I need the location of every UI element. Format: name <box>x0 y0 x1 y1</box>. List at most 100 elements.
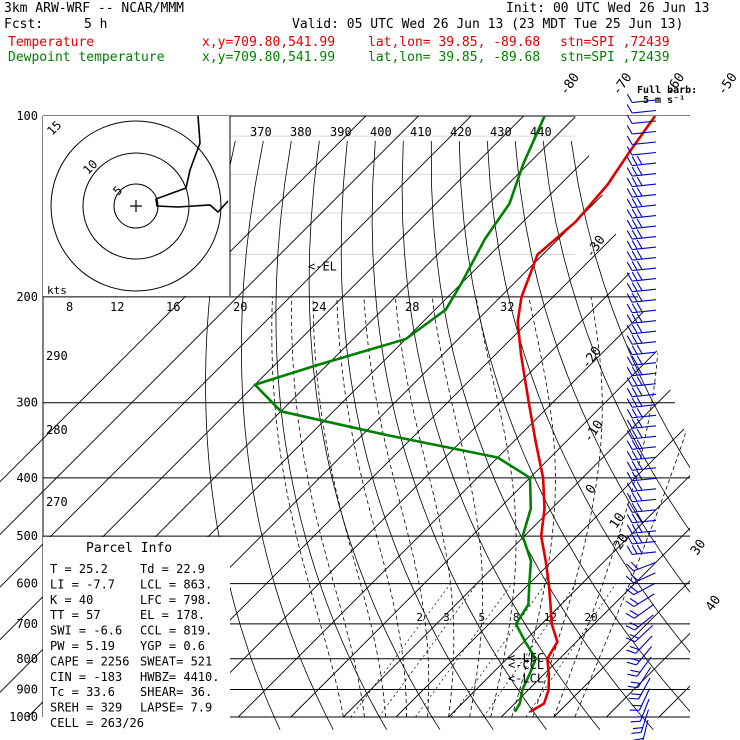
pressure-label-200: 200 <box>16 290 38 304</box>
wind-barb-flag <box>631 418 638 429</box>
wind-barb-flag <box>631 187 638 197</box>
wind-barb-staff <box>632 393 657 398</box>
wind-barb-flag <box>636 481 643 491</box>
wind-barb-flag <box>633 737 644 740</box>
wind-barb-staff <box>632 236 657 240</box>
wind-barb-staff <box>632 204 657 209</box>
wind-barb-flag <box>626 430 633 440</box>
wind-barb <box>626 481 657 492</box>
wind-barb-flag <box>636 376 643 386</box>
wind-barb-staff <box>632 351 657 356</box>
wind-barb-flag <box>626 493 633 503</box>
wind-barb-flag <box>626 377 633 387</box>
wind-barb-staff <box>632 414 657 419</box>
wind-barb-flag <box>636 523 643 533</box>
wind-barb-flag <box>636 155 643 165</box>
wind-barb-flag <box>636 460 643 470</box>
wind-barb-staff <box>632 257 657 261</box>
wind-barb-flag <box>631 177 638 187</box>
wind-barb-flag <box>631 481 638 492</box>
wind-barb <box>626 313 657 324</box>
wind-barb-flag <box>631 366 638 376</box>
forecast-hours: 5 h <box>84 17 108 32</box>
wind-barb-flag <box>636 491 643 502</box>
wind-barb-flag <box>631 502 638 513</box>
dry-adiabat <box>430 140 654 730</box>
wind-barb-flag <box>626 545 633 555</box>
theta-label: 400 <box>370 125 392 139</box>
parcel-value-right: SWEAT= 521 <box>140 654 212 668</box>
wind-barb-staff <box>632 130 657 135</box>
wind-barb-staff <box>635 635 653 654</box>
parcel-value-left: PW = 5.19 <box>50 639 115 653</box>
full-barb-units: 5 m s⁻¹ <box>643 95 685 106</box>
wind-barb-flag <box>631 376 638 386</box>
isotherm-label: 10 <box>607 510 628 531</box>
hodograph-kts-label: kts <box>47 284 67 297</box>
wind-barb <box>626 407 657 419</box>
wind-barb-flag <box>636 512 643 523</box>
mixing-ratio-label: 5 <box>479 611 486 624</box>
wind-barb-flag <box>631 387 638 397</box>
wind-barb-flag <box>636 271 643 281</box>
wind-barb-flag <box>636 197 643 207</box>
dry-adiabat <box>401 140 601 730</box>
temperature-station: stn=SPI ,72439 <box>560 35 670 50</box>
isotherm <box>290 317 690 718</box>
wind-barb-flag <box>626 649 636 654</box>
wind-barb-flag <box>631 429 638 439</box>
wind-barb-flag <box>636 439 643 449</box>
hodograph-ring <box>50 120 222 292</box>
wind-barb <box>626 250 657 261</box>
dewpoint-profile <box>253 115 546 713</box>
wind-barb-flag <box>626 387 633 397</box>
mixing-ratio-lines <box>350 583 617 718</box>
valid-time: Valid: 05 UTC Wed 26 Jun 13 (23 MDT Tue … <box>292 17 684 32</box>
dry-adiabat <box>340 140 494 730</box>
wind-barbs <box>625 93 657 740</box>
wind-barb-flag <box>636 344 643 354</box>
wind-barb-flag <box>626 303 633 313</box>
theta-label-left: 270 <box>46 495 68 509</box>
wind-barb-staff <box>632 488 657 492</box>
wind-barb <box>626 271 657 282</box>
wind-barb-staff <box>632 372 657 377</box>
isotherm <box>0 116 524 641</box>
dewpoint-latlon: lat,lon= 39.85, -89.68 <box>368 50 541 65</box>
theta-label-left: 290 <box>46 349 68 363</box>
wind-barb-staff <box>632 519 657 524</box>
wind-barb <box>626 439 657 450</box>
wind-barb <box>626 646 653 666</box>
wind-barb-staff <box>635 646 653 666</box>
wind-barb-flag <box>626 93 633 103</box>
top-right-mask <box>575 116 740 590</box>
isotherm-label: 30 <box>688 537 709 558</box>
wind-barb-flag <box>626 398 633 408</box>
parcel-value-right: HWBZ= 4410. <box>140 670 219 684</box>
wind-barb <box>628 677 651 700</box>
moist-adiabat <box>363 296 430 718</box>
wind-barb-flag <box>631 345 638 355</box>
wind-barb-flag <box>626 125 633 135</box>
wind-barb-staff <box>632 173 657 177</box>
wind-barb-staff <box>632 530 657 534</box>
wind-barb <box>626 397 657 408</box>
isotherm <box>553 580 690 718</box>
wind-barb <box>626 218 657 230</box>
wind-barb <box>626 155 657 167</box>
dry-adiabat <box>275 140 387 730</box>
wind-barb-flag <box>631 324 638 334</box>
wind-barb-flag <box>627 673 638 677</box>
speed-label: 28 <box>405 300 419 314</box>
wind-barb-staff <box>632 320 657 324</box>
wind-barb <box>626 260 657 272</box>
wind-barb-flag <box>626 345 633 355</box>
speed-label: 32 <box>500 300 514 314</box>
wind-barb-flag <box>631 439 638 450</box>
wind-barb-flag <box>631 334 638 344</box>
wind-barb-flag <box>631 492 638 502</box>
wind-barb-flag <box>626 335 633 345</box>
isotherm-label: 40 <box>703 593 724 614</box>
wind-barb-staff <box>632 183 657 188</box>
